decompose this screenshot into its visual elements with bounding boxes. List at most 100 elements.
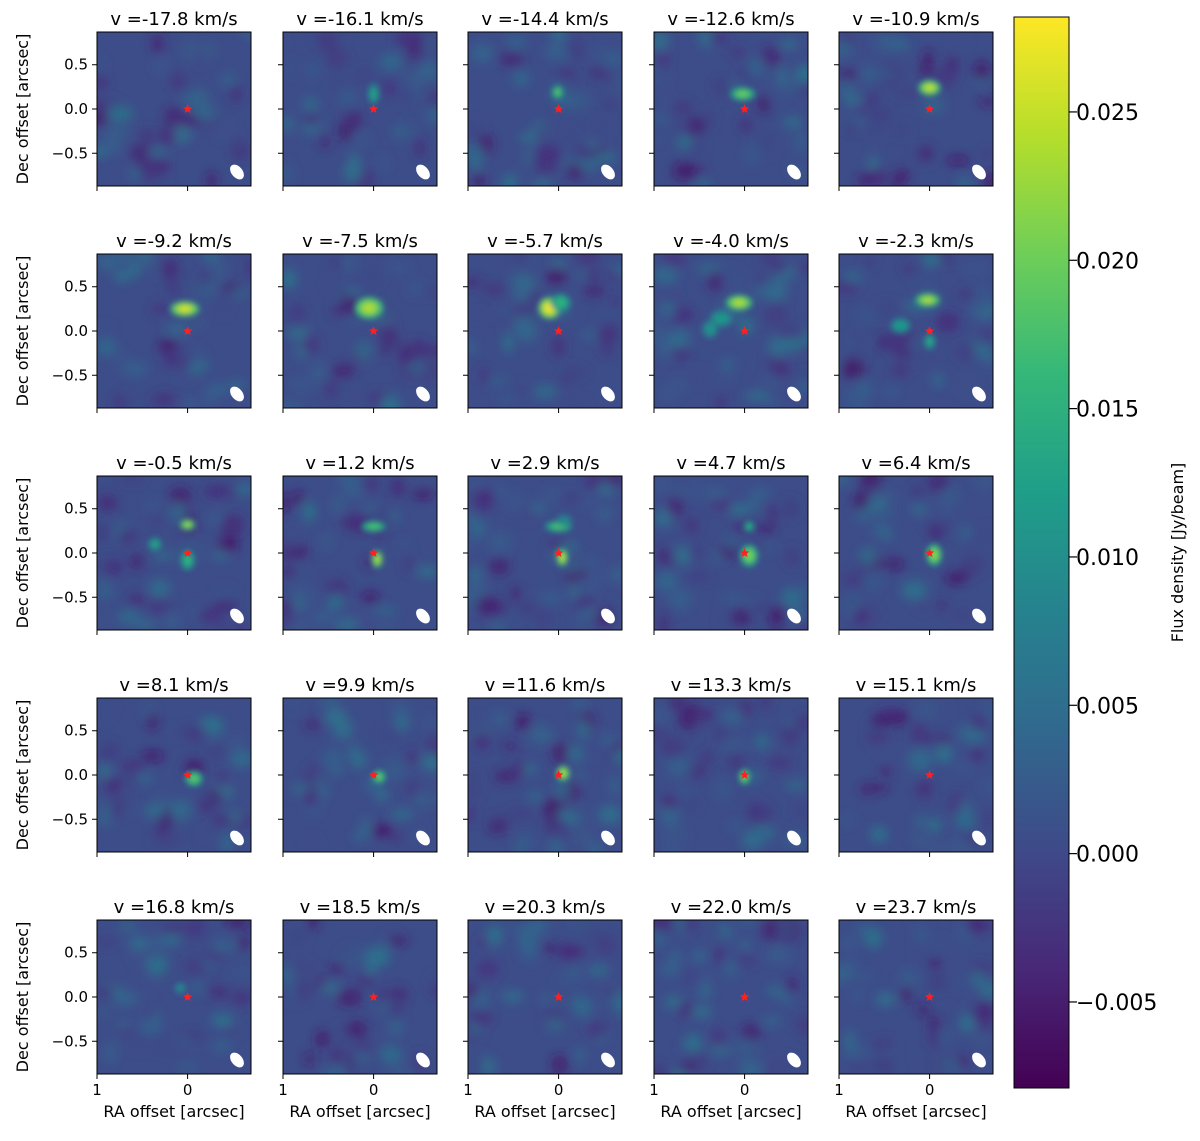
emission xyxy=(702,294,753,339)
y-axis-label: Dec offset [arcsec] xyxy=(13,478,32,629)
emission-blob-peak xyxy=(178,305,192,313)
emission-blob-peak xyxy=(746,524,752,529)
colorbar-tick-label: 0.025 xyxy=(1076,101,1139,126)
channel-image xyxy=(839,920,993,1074)
noise-texture xyxy=(97,920,251,1072)
channel-image xyxy=(654,698,808,852)
channel-panel: v =-5.7 km/s xyxy=(463,231,623,413)
channel-panel: v =-16.1 km/s xyxy=(278,9,438,191)
panel-title: v =-7.5 km/s xyxy=(302,231,418,252)
emission xyxy=(552,85,564,99)
star-marker xyxy=(368,104,379,114)
x-tick-label: 1 xyxy=(92,1081,102,1099)
panel-title: v =-12.6 km/s xyxy=(667,9,794,30)
noise-texture xyxy=(283,32,437,186)
panel-title: v =1.2 km/s xyxy=(305,453,414,474)
colorbar-frame xyxy=(1013,16,1070,1089)
star-marker xyxy=(739,104,750,114)
y-tick-label: 0.0 xyxy=(64,988,88,1006)
star-marker xyxy=(182,770,193,780)
emission-blob-peak xyxy=(368,524,380,529)
x-tick-label: 0 xyxy=(740,1081,750,1099)
x-tick-label: 0 xyxy=(554,1081,564,1099)
y-tick-label: 0.5 xyxy=(64,278,88,296)
y-tick-label: −0.5 xyxy=(52,144,88,162)
star-marker xyxy=(182,548,193,558)
channel-image xyxy=(839,254,993,408)
star-marker xyxy=(182,992,193,1002)
y-tick-label: 0.0 xyxy=(64,544,88,562)
star-marker xyxy=(368,548,379,558)
emission-blob-peak xyxy=(184,522,192,528)
beam-ellipse xyxy=(416,830,430,846)
panel-title: v =4.7 km/s xyxy=(676,453,785,474)
x-axis-label: RA offset [arcsec] xyxy=(103,1102,244,1121)
emission-blob-peak xyxy=(189,775,198,782)
y-tick-label: 0.0 xyxy=(64,766,88,784)
beam-ellipse xyxy=(601,830,615,846)
star-marker xyxy=(553,104,564,114)
noise-texture xyxy=(839,920,993,1074)
star-marker xyxy=(553,548,564,558)
channel-image xyxy=(283,254,437,408)
noise-texture xyxy=(839,476,993,627)
channel-panel: v =16.8 km/s 0.5 0.0 −0.5 1 0 RA offset [arcse… xyxy=(13,897,252,1121)
channel-panel: v =-2.3 km/s xyxy=(834,231,994,413)
emission-blob-peak xyxy=(560,769,567,777)
channel-panel: v =20.3 km/s 1 0 RA offset [arcsec] xyxy=(463,897,623,1121)
panel-title: v =16.8 km/s xyxy=(114,897,235,918)
emission-blob-peak xyxy=(555,298,565,307)
channel-panel: v =-17.8 km/s 0.5 0.0 −0.5 Dec offset [arcse… xyxy=(13,9,252,191)
emission xyxy=(354,296,384,320)
beam-ellipse xyxy=(416,608,430,624)
beam-ellipse xyxy=(601,164,615,180)
channel-panel: v =11.6 km/s xyxy=(463,675,623,857)
colorbar-tick-label: 0.000 xyxy=(1076,843,1139,868)
emission-blob-peak xyxy=(376,773,383,780)
noise-texture xyxy=(283,698,437,852)
emission-blob-peak xyxy=(896,322,906,330)
panel-title: v =23.7 km/s xyxy=(856,897,977,918)
channel-image xyxy=(97,32,251,186)
channel-panel: v =-4.0 km/s xyxy=(649,231,809,413)
channel-image xyxy=(468,920,622,1074)
panel-title: v =11.6 km/s xyxy=(485,675,606,696)
panel-title: v =2.9 km/s xyxy=(490,453,599,474)
emission-blob-peak xyxy=(184,555,191,565)
channel-panel: v =18.5 km/s 1 0 RA offset [arcsec] xyxy=(278,897,438,1121)
beam-ellipse xyxy=(601,608,615,624)
y-axis-label: Dec offset [arcsec] xyxy=(13,922,32,1073)
emission xyxy=(148,519,196,571)
background-level xyxy=(97,698,251,852)
colorbar-label: Flux density [Jy/beam] xyxy=(1168,463,1187,643)
channel-image xyxy=(468,32,622,186)
y-axis-label: Dec offset [arcsec] xyxy=(13,256,32,407)
beam-ellipse xyxy=(787,164,801,180)
panel-title: v =13.3 km/s xyxy=(671,675,792,696)
channel-image xyxy=(97,476,251,630)
noise-texture xyxy=(468,32,622,186)
channel-image xyxy=(283,698,437,852)
star-marker xyxy=(368,992,379,1002)
star-marker xyxy=(739,326,750,336)
panel-title: v =-10.9 km/s xyxy=(852,9,979,30)
emission-blob-peak xyxy=(555,89,561,96)
channel-panel: v =-0.5 km/s 0.5 0.0 −0.5 Dec offset [arcsec… xyxy=(13,453,252,635)
emission xyxy=(538,293,571,320)
beam-ellipse xyxy=(787,830,801,846)
y-tick-label: 0.5 xyxy=(64,56,88,74)
x-tick-label: 1 xyxy=(834,1081,844,1099)
channel-image xyxy=(97,254,251,408)
beam-ellipse xyxy=(416,1052,430,1068)
emission xyxy=(174,982,187,994)
panel-title: v =-14.4 km/s xyxy=(481,9,608,30)
panel-title: v =9.9 km/s xyxy=(305,675,414,696)
beam-ellipse xyxy=(601,1052,615,1068)
noise-texture xyxy=(839,32,993,186)
noise-texture xyxy=(839,254,993,408)
panel-title: v =-2.3 km/s xyxy=(858,231,974,252)
noise-texture xyxy=(97,32,251,186)
beam-ellipse xyxy=(787,608,801,624)
panel-title: v =-4.0 km/s xyxy=(673,231,789,252)
channel-panel: v =1.2 km/s xyxy=(278,453,438,635)
